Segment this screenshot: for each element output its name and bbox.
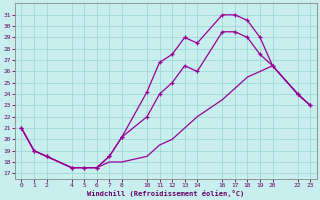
X-axis label: Windchill (Refroidissement éolien,°C): Windchill (Refroidissement éolien,°C) [87, 190, 244, 197]
